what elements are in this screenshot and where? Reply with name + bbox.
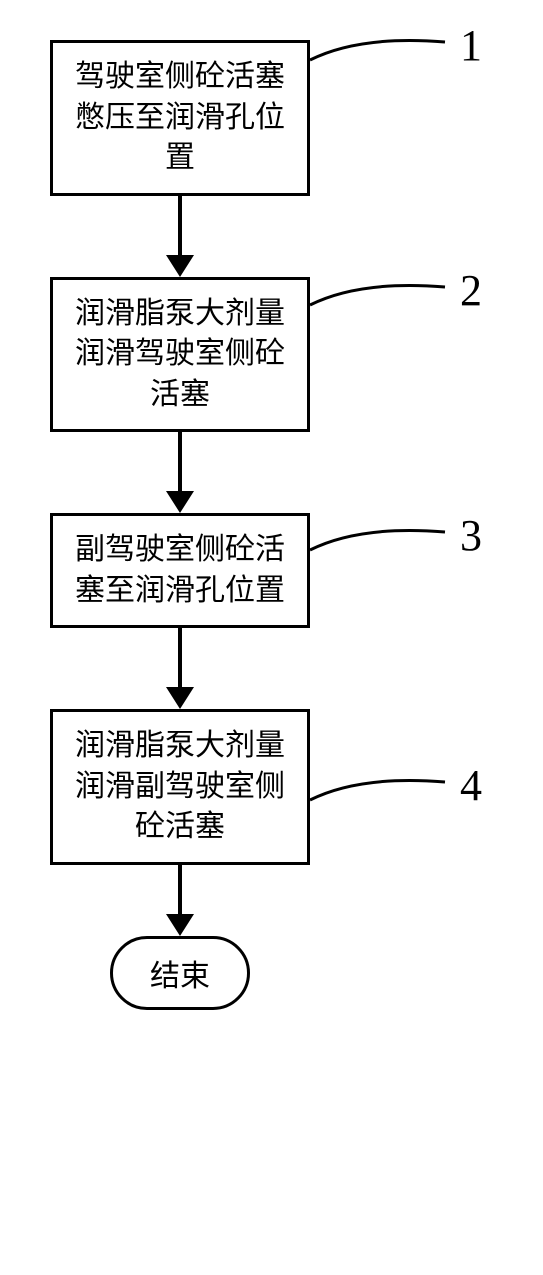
process-node-1: 驾驶室侧砼活塞憋压至润滑孔位置 bbox=[50, 40, 310, 196]
node-text: 结束 bbox=[150, 960, 210, 993]
node-text: 润滑脂泵大剂量润滑副驾驶室侧砼活塞 bbox=[75, 729, 285, 843]
arrow-4-end bbox=[50, 865, 310, 936]
node-text: 润滑脂泵大剂量润滑驾驶室侧砼活塞 bbox=[75, 297, 285, 411]
arrow-1-2 bbox=[50, 196, 310, 277]
step-label-1: 1 bbox=[460, 20, 482, 71]
step-label-4: 4 bbox=[460, 760, 482, 811]
node-text: 驾驶室侧砼活塞憋压至润滑孔位置 bbox=[75, 60, 285, 174]
node-text: 副驾驶室侧砼活塞至润滑孔位置 bbox=[75, 533, 285, 607]
process-node-4: 润滑脂泵大剂量润滑副驾驶室侧砼活塞 bbox=[50, 709, 310, 865]
process-node-3: 副驾驶室侧砼活塞至润滑孔位置 bbox=[50, 513, 310, 628]
flowchart-container: 驾驶室侧砼活塞憋压至润滑孔位置 润滑脂泵大剂量润滑驾驶室侧砼活塞 副驾驶室侧砼活… bbox=[50, 40, 490, 1010]
arrow-3-4 bbox=[50, 628, 310, 709]
step-label-2: 2 bbox=[460, 265, 482, 316]
process-node-2: 润滑脂泵大剂量润滑驾驶室侧砼活塞 bbox=[50, 277, 310, 433]
arrow-2-3 bbox=[50, 432, 310, 513]
step-label-3: 3 bbox=[460, 510, 482, 561]
terminator-end: 结束 bbox=[110, 936, 250, 1010]
